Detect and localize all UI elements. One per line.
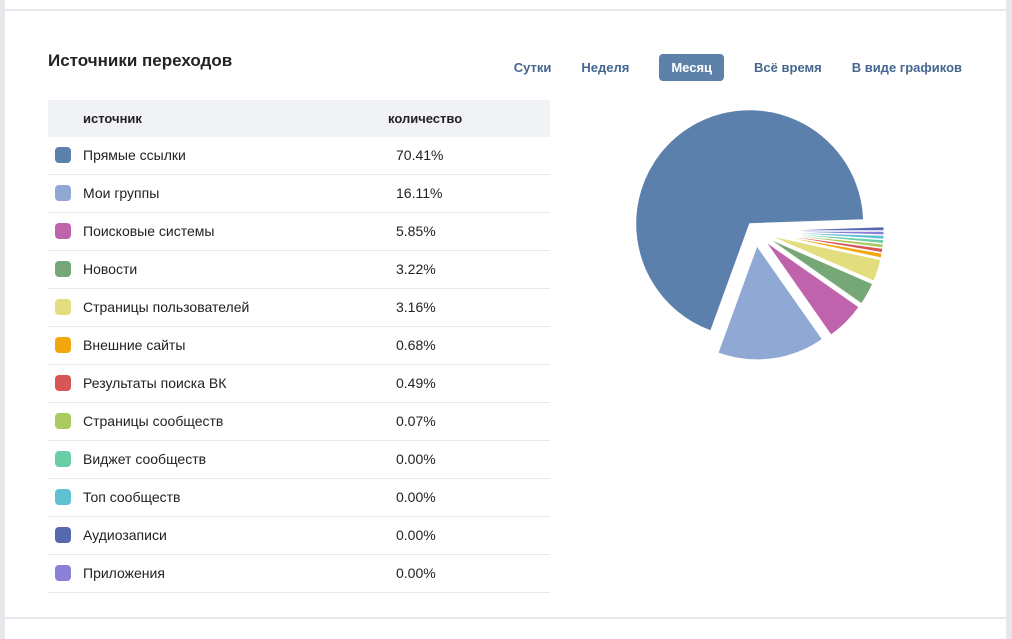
traffic-sources-card: Источники переходов Сутки Неделя Месяц В…: [5, 11, 1006, 617]
source-percentage: 0.00%: [396, 451, 436, 467]
table-row: Топ сообществ 0.00%: [48, 479, 550, 517]
previous-card-edge: [5, 0, 1006, 9]
table-row: Поисковые системы 5.85%: [48, 213, 550, 251]
source-percentage: 0.68%: [396, 337, 436, 353]
pie-slice[interactable]: [769, 226, 885, 232]
source-label: Результаты поиска ВК: [83, 375, 227, 391]
source-label: Мои группы: [83, 185, 160, 201]
legend-color-swatch: [55, 527, 71, 543]
source-percentage: 16.11%: [396, 185, 443, 201]
pie-chart-svg: [635, 109, 885, 361]
source-percentage: 0.07%: [396, 413, 436, 429]
table-row: Новости 3.22%: [48, 251, 550, 289]
source-percentage: 5.85%: [396, 223, 436, 239]
source-label: Поисковые системы: [83, 223, 215, 239]
legend-color-swatch: [55, 299, 71, 315]
source-percentage: 70.41%: [396, 147, 444, 163]
source-percentage: 3.16%: [396, 299, 436, 315]
pie-slice[interactable]: [765, 241, 860, 336]
legend-color-swatch: [55, 261, 71, 277]
table-row: Аудиозаписи 0.00%: [48, 517, 550, 555]
period-tab-label: Всё время: [754, 60, 822, 75]
source-label: Прямые ссылки: [83, 147, 186, 163]
table-row: Приложения 0.00%: [48, 555, 550, 593]
period-tab-label: В виде графиков: [851, 60, 962, 75]
pie-slice[interactable]: [769, 232, 884, 254]
source-label: Новости: [83, 261, 138, 277]
period-tabs: Сутки Неделя Месяц Всё время В виде граф…: [514, 54, 962, 81]
legend-color-swatch: [55, 375, 71, 391]
pie-chart: [590, 85, 1012, 385]
source-label: Страницы пользователей: [83, 299, 250, 315]
tab-week[interactable]: Неделя: [581, 54, 629, 81]
period-tab-label: Месяц: [671, 60, 713, 75]
source-percentage: 3.22%: [396, 261, 436, 277]
legend-color-swatch: [55, 451, 71, 467]
period-tab-label: Сутки: [513, 60, 552, 75]
table-row: Мои группы 16.11%: [48, 175, 550, 213]
source-label: Виджет сообществ: [83, 451, 207, 467]
source-percentage: 0.00%: [396, 565, 436, 581]
pie-slice[interactable]: [769, 230, 885, 236]
legend-color-swatch: [55, 223, 71, 239]
pie-slice[interactable]: [769, 231, 885, 245]
table-row: Виджет сообществ 0.00%: [48, 441, 550, 479]
source-label: Топ сообществ: [83, 489, 181, 505]
table-row: Результаты поиска ВК 0.49%: [48, 365, 550, 403]
tab-all-time[interactable]: Всё время: [754, 54, 822, 81]
page-title: Источники переходов: [48, 51, 233, 70]
source-label: Страницы сообществ: [83, 413, 224, 429]
sources-table-body: Прямые ссылки 70.41% Мои группы 16.11% П…: [48, 137, 550, 593]
table-row: Прямые ссылки 70.41%: [48, 137, 550, 175]
pie-slice[interactable]: [769, 235, 882, 282]
pie-slice[interactable]: [717, 244, 824, 361]
tab-month[interactable]: Месяц: [659, 54, 725, 81]
pie-slice[interactable]: [635, 109, 865, 332]
table-header-row: источник количество: [48, 100, 550, 137]
tab-as-charts[interactable]: В виде графиков: [852, 54, 962, 81]
column-count-header: количество: [388, 111, 463, 126]
legend-color-swatch: [55, 413, 71, 429]
legend-color-swatch: [55, 565, 71, 581]
table-row: Страницы пользователей 3.16%: [48, 289, 550, 327]
pie-slice[interactable]: [769, 233, 883, 259]
legend-color-swatch: [55, 337, 71, 353]
source-percentage: 0.00%: [396, 489, 436, 505]
source-label: Внешние сайты: [83, 337, 186, 353]
table-row: Внешние сайты 0.68%: [48, 327, 550, 365]
legend-color-swatch: [55, 489, 71, 505]
period-tab-label: Неделя: [581, 60, 630, 75]
source-percentage: 0.00%: [396, 527, 436, 543]
tab-day[interactable]: Сутки: [514, 54, 552, 81]
next-card-edge: [5, 619, 1006, 639]
source-percentage: 0.49%: [396, 375, 436, 391]
table-row: Страницы сообществ 0.07%: [48, 403, 550, 441]
source-label: Приложения: [83, 565, 165, 581]
column-source-header: источник: [83, 111, 142, 126]
pie-slice[interactable]: [769, 232, 884, 249]
legend-color-swatch: [55, 185, 71, 201]
sources-table: источник количество Прямые ссылки 70.41%…: [48, 100, 550, 593]
legend-color-swatch: [55, 147, 71, 163]
pie-slice[interactable]: [769, 231, 885, 240]
pie-slice[interactable]: [767, 237, 874, 305]
source-label: Аудиозаписи: [83, 527, 167, 543]
